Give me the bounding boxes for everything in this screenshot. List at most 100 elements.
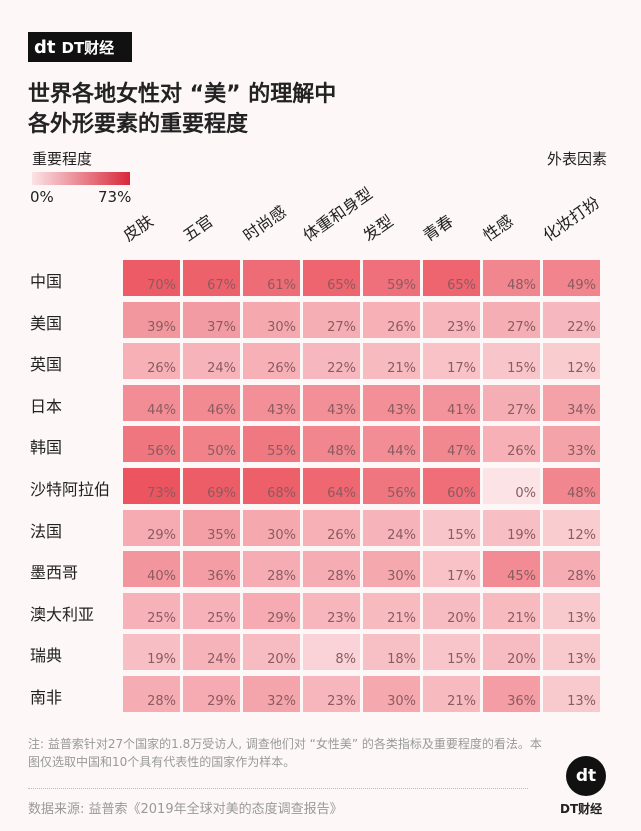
heatmap-cell: 12% bbox=[543, 343, 600, 380]
cell-value-label: 28% bbox=[147, 694, 176, 709]
title-line-1: 世界各地女性对 “美” 的理解中 bbox=[28, 82, 337, 107]
heatmap-cell: 29% bbox=[123, 509, 180, 546]
heatmap-cell: 18% bbox=[363, 634, 420, 671]
heatmap-cell: 48% bbox=[483, 260, 540, 296]
cell-value-label: 23% bbox=[327, 694, 356, 709]
heatmap-cell: 43% bbox=[303, 384, 360, 421]
divider bbox=[28, 788, 528, 789]
heatmap-cell: 20% bbox=[243, 634, 300, 671]
heatmap-cell: 21% bbox=[423, 676, 480, 712]
heatmap-cell: 19% bbox=[483, 509, 540, 546]
cell-value-label: 59% bbox=[387, 278, 416, 293]
heatmap-cell: 29% bbox=[243, 592, 300, 629]
row-label: 日本 bbox=[30, 396, 63, 416]
cell-value-label: 47% bbox=[447, 444, 476, 460]
heatmap-cell: 0% bbox=[483, 468, 540, 504]
heatmap-cell: 41% bbox=[423, 384, 480, 421]
heatmap-cell: 15% bbox=[483, 343, 540, 380]
footnote: 注: 益普索针对27个国家的1.8万受访人, 调查他们对 “女性美” 的各类指标… bbox=[28, 737, 542, 769]
heatmap-cell: 67% bbox=[183, 260, 240, 296]
heatmap-cell: 40% bbox=[123, 551, 180, 588]
cell-value-label: 0% bbox=[515, 486, 536, 501]
cell-value-label: 48% bbox=[327, 444, 356, 460]
cell-value-label: 30% bbox=[267, 319, 296, 335]
cell-value-label: 28% bbox=[327, 569, 356, 585]
cell-value-label: 23% bbox=[447, 319, 476, 335]
heatmap-cell: 27% bbox=[483, 384, 540, 421]
heatmap-cell: 21% bbox=[483, 592, 540, 629]
data-source: 数据来源: 益普索《2019年全球对美的态度调查报告》 bbox=[28, 802, 343, 817]
heatmap-cell: 30% bbox=[363, 551, 420, 588]
heatmap-cell: 49% bbox=[543, 260, 600, 296]
cell-value-label: 39% bbox=[147, 319, 176, 335]
heatmap-cell: 22% bbox=[303, 343, 360, 380]
cell-value-label: 37% bbox=[207, 319, 236, 335]
cell-value-label: 60% bbox=[447, 486, 476, 501]
cell-value-label: 22% bbox=[327, 361, 356, 377]
cell-value-label: 20% bbox=[447, 610, 476, 626]
cell-value-label: 29% bbox=[267, 610, 296, 626]
cell-value-label: 44% bbox=[147, 402, 176, 418]
cell-value-label: 17% bbox=[447, 569, 476, 585]
cell-value-label: 64% bbox=[327, 486, 356, 501]
heatmap-cell: 68% bbox=[243, 468, 300, 504]
title-line-2: 各外形要素的重要程度 bbox=[28, 112, 249, 137]
column-label: 皮肤 bbox=[119, 211, 157, 246]
heatmap-cell: 65% bbox=[423, 260, 480, 296]
brand-logo: dt DT财经 bbox=[28, 32, 132, 62]
heatmap-cell: 32% bbox=[243, 676, 300, 712]
heatmap-cell: 23% bbox=[303, 676, 360, 712]
logo-text: DT财经 bbox=[61, 38, 115, 57]
cell-value-label: 49% bbox=[567, 278, 596, 293]
cell-value-label: 13% bbox=[567, 652, 596, 668]
heatmap-cell: 20% bbox=[483, 634, 540, 671]
heatmap-cell: 25% bbox=[123, 592, 180, 629]
heatmap-cell: 44% bbox=[123, 384, 180, 421]
row-label: 沙特阿拉伯 bbox=[30, 480, 111, 499]
heatmap-cell: 36% bbox=[183, 551, 240, 588]
heatmap-cell: 17% bbox=[423, 343, 480, 380]
cell-value-label: 13% bbox=[567, 694, 596, 709]
cell-value-label: 36% bbox=[207, 569, 236, 585]
column-label: 发型 bbox=[359, 211, 397, 246]
heatmap-cell: 59% bbox=[363, 260, 420, 296]
cell-value-label: 36% bbox=[507, 694, 536, 709]
heatmap-cell: 47% bbox=[423, 426, 480, 463]
cell-value-label: 27% bbox=[507, 402, 536, 418]
row-label: 韩国 bbox=[30, 438, 63, 458]
cell-value-label: 26% bbox=[267, 361, 296, 377]
cell-value-label: 13% bbox=[567, 610, 596, 626]
cell-value-label: 30% bbox=[387, 569, 416, 585]
legend-min: 0% bbox=[30, 188, 54, 206]
heatmap-cell: 30% bbox=[243, 509, 300, 546]
heatmap-cell: 26% bbox=[243, 343, 300, 380]
heatmap-cell: 17% bbox=[423, 551, 480, 588]
cell-value-label: 70% bbox=[147, 278, 176, 293]
cell-value-label: 26% bbox=[147, 361, 176, 377]
heatmap-cell: 37% bbox=[183, 301, 240, 338]
cell-value-label: 45% bbox=[507, 569, 536, 585]
cell-value-label: 18% bbox=[387, 652, 416, 668]
heatmap-cell: 43% bbox=[243, 384, 300, 421]
cell-value-label: 20% bbox=[507, 652, 536, 668]
cell-value-label: 44% bbox=[387, 444, 416, 460]
cell-value-label: 61% bbox=[267, 278, 296, 293]
cell-value-label: 25% bbox=[207, 610, 236, 626]
cell-value-label: 56% bbox=[387, 486, 416, 501]
heatmap-cell: 26% bbox=[123, 343, 180, 380]
cell-value-label: 40% bbox=[147, 569, 176, 585]
cell-value-label: 23% bbox=[327, 610, 356, 626]
cell-value-label: 68% bbox=[267, 486, 296, 501]
cell-value-label: 21% bbox=[387, 361, 416, 377]
heatmap-cell: 64% bbox=[303, 468, 360, 504]
row-label: 美国 bbox=[30, 313, 63, 333]
heatmap-cell: 21% bbox=[363, 343, 420, 380]
heatmap-cell: 15% bbox=[423, 634, 480, 671]
cell-value-label: 15% bbox=[447, 652, 476, 668]
cell-value-label: 12% bbox=[567, 361, 596, 377]
heatmap-cell: 13% bbox=[543, 592, 600, 629]
cell-value-label: 55% bbox=[267, 444, 296, 460]
cell-value-label: 26% bbox=[507, 444, 536, 460]
heatmap-cell: 73% bbox=[123, 468, 180, 504]
